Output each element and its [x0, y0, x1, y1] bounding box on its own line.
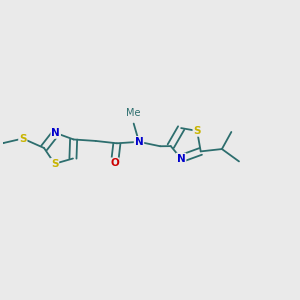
Text: S: S [193, 126, 201, 136]
Text: N: N [177, 154, 185, 164]
Text: S: S [19, 134, 27, 143]
Text: N: N [135, 137, 143, 147]
Text: S: S [51, 159, 59, 169]
Text: O: O [110, 158, 119, 168]
Text: Me: Me [126, 108, 141, 118]
Text: N: N [51, 128, 60, 138]
